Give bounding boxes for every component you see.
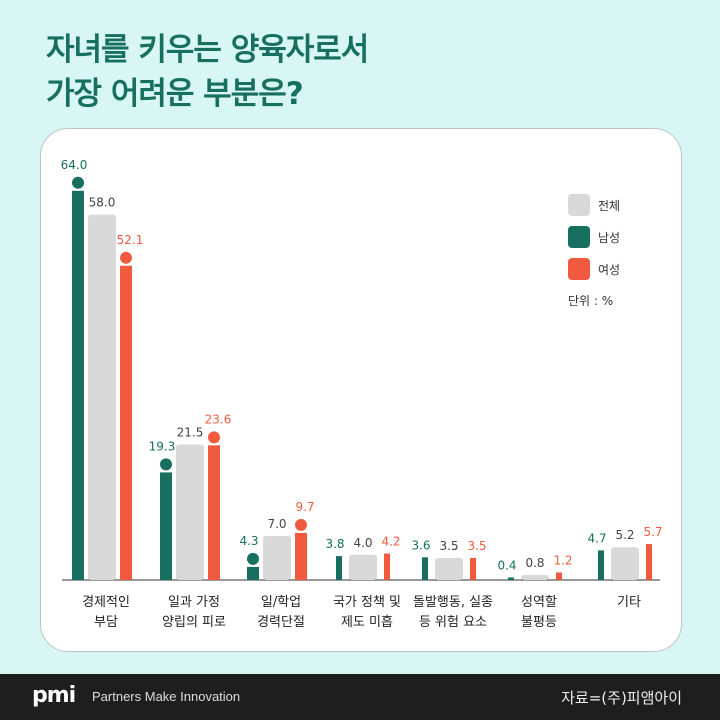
tagline: Partners Make Innovation: [92, 689, 241, 704]
label-female: 9.7: [295, 500, 314, 514]
legend-swatch: [568, 226, 590, 248]
label-male: 4.7: [587, 531, 606, 545]
legend-label: 전체: [598, 199, 620, 213]
bar-male: [598, 550, 604, 580]
pmi-logo: pmi: [32, 683, 76, 708]
bar-female: [470, 557, 476, 580]
category-label: 제도 미흡: [341, 615, 393, 630]
category-label: 양립의 피로: [162, 615, 226, 630]
category-label: 등 위험 요소: [419, 615, 487, 630]
category-label: 불평등: [521, 615, 557, 630]
legend-swatch: [568, 194, 590, 216]
category-label: 일과 가정: [168, 595, 220, 610]
label-male: 3.6: [411, 538, 430, 552]
female-head: [208, 431, 220, 444]
title-line-1: 자녀를 키우는 양육자로서: [46, 32, 369, 68]
female-head: [295, 518, 307, 531]
category-label: 부담: [94, 615, 118, 630]
footer: pmi Partners Make Innovation 자료=(주)피앰아이: [0, 674, 720, 720]
bar-female: [646, 544, 652, 580]
label-female: 1.2: [553, 553, 572, 567]
bar-male: [247, 566, 259, 580]
label-total: 5.2: [615, 528, 634, 542]
bar-female: [295, 532, 307, 580]
label-total: 21.5: [177, 426, 204, 440]
label-male: 3.8: [325, 537, 344, 551]
label-female: 3.5: [467, 539, 486, 553]
male-head: [247, 552, 259, 565]
bar-female: [208, 445, 220, 580]
category-label: 기타: [617, 595, 641, 610]
bar-female: [556, 572, 562, 580]
page-title: 자녀를 키우는 양육자로서 가장 어려운 부분은?: [46, 28, 369, 116]
category-label: 경력단절: [257, 615, 305, 630]
bar-total: [176, 444, 204, 580]
label-total: 58.0: [89, 196, 116, 210]
category-label: 돌발행동, 실종: [413, 594, 493, 610]
male-head: [72, 176, 84, 189]
label-male: 64.0: [61, 158, 88, 172]
bar-male: [336, 556, 342, 580]
unit-label: 단위 : %: [568, 294, 613, 308]
bar-total: [349, 554, 377, 580]
label-male: 19.3: [149, 439, 176, 453]
bar-total: [611, 547, 639, 580]
bar-total: [521, 574, 549, 580]
legend-label: 남성: [598, 231, 620, 245]
category-label: 성역할: [521, 595, 557, 610]
label-total: 3.5: [439, 539, 458, 553]
bar-total: [263, 535, 291, 580]
male-head: [160, 458, 172, 471]
bar-male: [508, 577, 514, 580]
title-line-2: 가장 어려운 부분은?: [46, 76, 304, 112]
bar-female: [120, 265, 132, 580]
label-total: 7.0: [267, 517, 286, 531]
category-label: 일/학업: [261, 595, 301, 610]
label-female: 5.7: [643, 525, 662, 539]
bar-female: [384, 553, 390, 580]
label-female: 23.6: [205, 412, 232, 426]
source-text: 자료=(주)피앰아이: [561, 689, 682, 707]
bar-total: [435, 557, 463, 580]
legend-label: 여성: [598, 263, 620, 277]
label-male: 4.3: [239, 534, 258, 548]
female-head: [120, 251, 132, 264]
label-male: 0.4: [497, 558, 516, 572]
label-total: 0.8: [525, 556, 544, 570]
label-female: 52.1: [117, 233, 144, 247]
label-total: 4.0: [353, 536, 372, 550]
legend-swatch: [568, 258, 590, 280]
bar-male: [72, 190, 84, 581]
bar-total: [88, 214, 116, 580]
bar-male: [422, 557, 428, 580]
category-label: 경제적인: [82, 595, 130, 610]
bar-male: [160, 472, 172, 580]
label-female: 4.2: [381, 535, 400, 549]
category-label: 국가 정책 및: [333, 595, 401, 610]
